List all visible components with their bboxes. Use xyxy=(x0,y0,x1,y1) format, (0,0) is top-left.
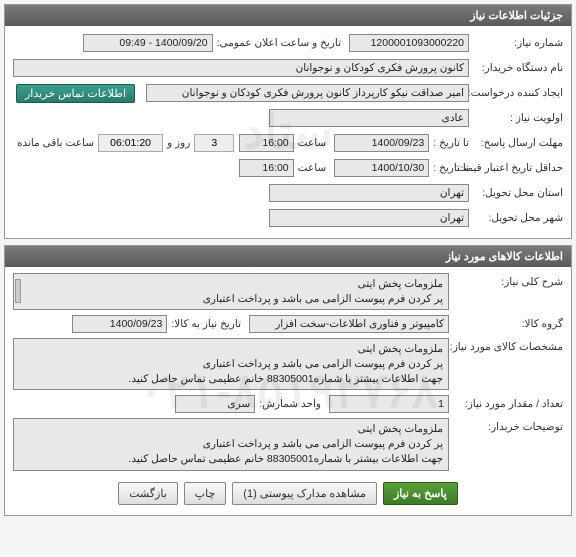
need-date-label: تاریخ نیاز به کالا: xyxy=(171,318,241,330)
notes-label: توضیحات خریدار: xyxy=(453,418,563,433)
deadline-from-label: مهلت ارسال پاسخ: xyxy=(473,137,563,149)
creator-value: امیر صداقت نیکو کارپرداز کانون پرورش فکر… xyxy=(146,84,469,102)
unit-value: سری xyxy=(175,395,255,413)
need-details-header: جزئیات اطلاعات نیاز xyxy=(5,5,571,26)
remain-time-label: ساعت باقی مانده xyxy=(17,137,94,149)
min-validity-date: 1400/10/30 xyxy=(334,159,429,177)
need-date-value: 1400/09/23 xyxy=(72,315,167,333)
print-button[interactable]: چاپ xyxy=(184,482,227,505)
need-details-section: جزئیات اطلاعات نیاز ستاد شماره نیاز: 120… xyxy=(4,4,572,239)
priority-label: اولویت نیاز : xyxy=(473,112,563,124)
min-validity-time: 16:00 xyxy=(239,159,294,177)
remain-time: 06:01:20 xyxy=(98,134,163,152)
back-button[interactable]: بازگشت xyxy=(118,482,178,505)
city-value: تهران xyxy=(269,209,469,227)
deadline-time-label: ساعت xyxy=(298,137,327,149)
prov-label: استان محل تحویل: xyxy=(473,187,563,199)
org-value: کانون پرورش فکری کودکان و نوجوانان xyxy=(13,59,469,77)
scroll-handle-icon[interactable] xyxy=(15,279,21,303)
qty-label: تعداد / مقدار مورد نیاز: xyxy=(453,398,563,410)
group-value: کامپیوتر و فناوری اطلاعات-سخت افزار xyxy=(249,315,449,333)
prov-value: تهران xyxy=(269,184,469,202)
remain-days-label: روز و xyxy=(167,137,190,149)
priority-value: عادی xyxy=(269,109,469,127)
overview-value: ملزومات پخش ایتی پر کردن فرم پیوست الزام… xyxy=(13,273,449,310)
announce-label: تاریخ و ساعت اعلان عمومی: xyxy=(217,37,341,49)
city-label: شهر محل تحویل: xyxy=(473,212,563,224)
unit-label: واحد شمارش: xyxy=(259,398,321,410)
deadline-to-label: تا تاریخ : xyxy=(433,137,469,149)
min-validity-label: حداقل تاریخ اعتبار قیمت: xyxy=(473,162,563,174)
attachments-button[interactable]: مشاهده مدارک پیوستی (1) xyxy=(232,482,377,505)
goods-section: اطلاعات کالاهای مورد نیاز ۰۲۱-۸۵۱۹۳۷۶۸ ش… xyxy=(4,245,572,516)
remain-days: 3 xyxy=(194,134,234,152)
need-details-body: ستاد شماره نیاز: 1200001093000220 تاریخ … xyxy=(5,26,571,238)
req-no-label: شماره نیاز: xyxy=(473,37,563,49)
reply-button[interactable]: پاسخ به نیاز xyxy=(383,482,458,505)
group-label: گروه کالا: xyxy=(453,318,563,330)
min-validity-to-label: تا تاریخ : xyxy=(433,162,469,174)
min-validity-time-label: ساعت xyxy=(298,162,327,174)
notes-value: ملزومات پخش ایتی پر کردن فرم پیوست الزام… xyxy=(13,418,449,470)
goods-body: ۰۲۱-۸۵۱۹۳۷۶۸ شرح کلی نیاز: ملزومات پخش ا… xyxy=(5,267,571,515)
spec-value: ملزومات پخش ایتی پر کردن فرم پیوست الزام… xyxy=(13,338,449,390)
announce-value: 1400/09/20 - 09:49 xyxy=(83,34,213,52)
deadline-time-value: 16:00 xyxy=(239,134,294,152)
overview-label: شرح کلی نیاز: xyxy=(453,273,563,288)
deadline-date-value: 1400/09/23 xyxy=(334,134,429,152)
spec-label: مشخصات کالای مورد نیاز: xyxy=(453,338,563,353)
qty-value: 1 xyxy=(329,395,449,413)
goods-header: اطلاعات کالاهای مورد نیاز xyxy=(5,246,571,267)
contact-buyer-button[interactable]: اطلاعات تماس خریدار xyxy=(16,84,135,103)
creator-label: ایجاد کننده درخواست: xyxy=(473,87,563,99)
button-bar: پاسخ به نیاز مشاهده مدارک پیوستی (1) چاپ… xyxy=(13,474,563,509)
req-no-value: 1200001093000220 xyxy=(349,34,469,52)
org-label: نام دستگاه خریدار: xyxy=(473,62,563,74)
